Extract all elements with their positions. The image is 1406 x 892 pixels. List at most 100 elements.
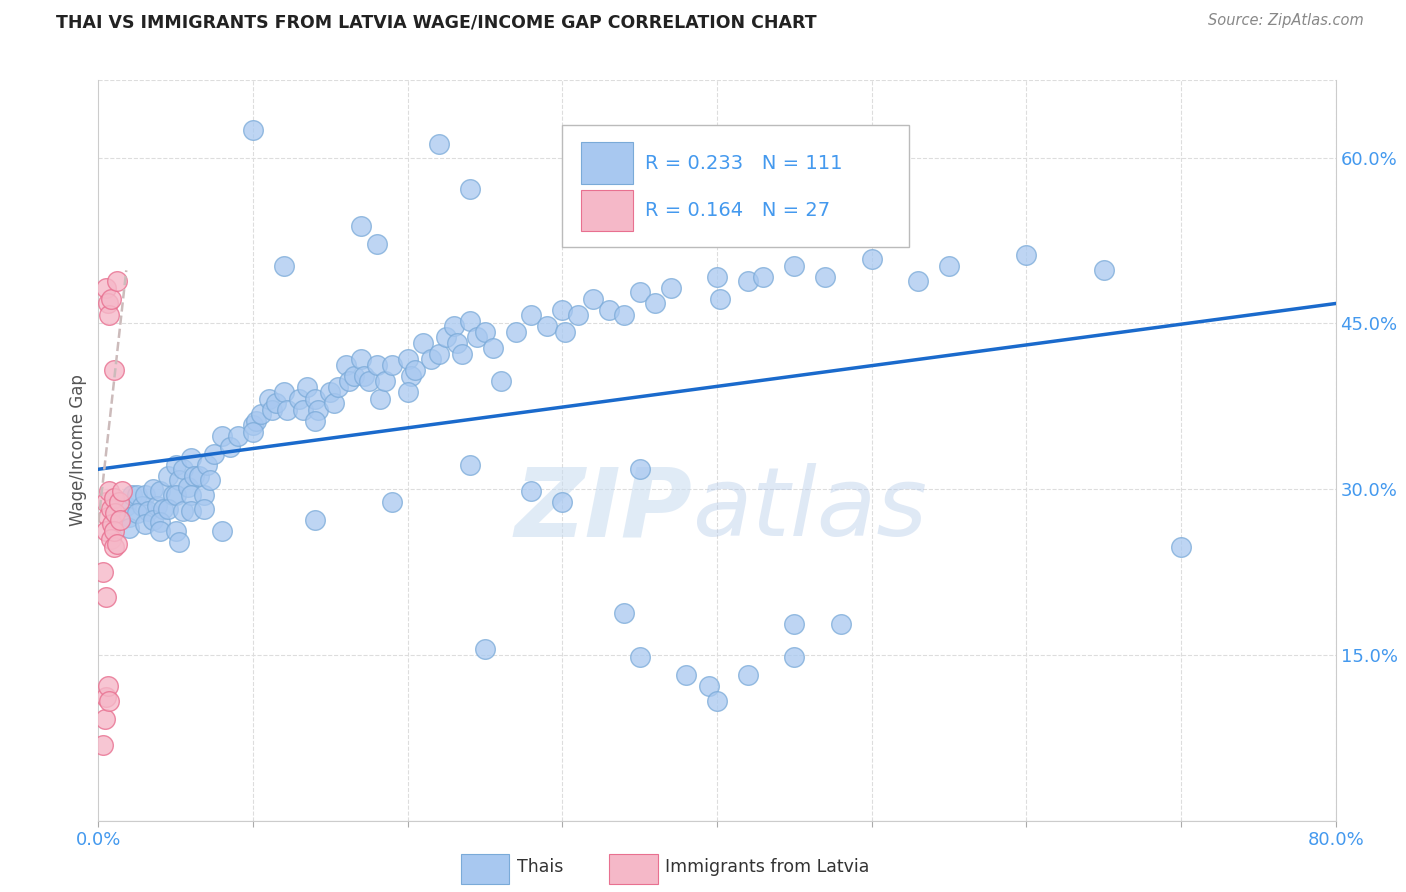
Point [783,259,806,273]
Point [96,524,118,538]
Point [860,252,883,267]
Point [245,414,267,428]
Point [91,565,114,579]
Point [381,359,404,373]
Point [195,458,218,472]
Point [450,347,472,361]
Point [481,341,505,355]
Point [167,535,190,549]
Point [276,402,298,417]
FancyBboxPatch shape [581,143,633,184]
Point [97,296,120,310]
Point [180,488,202,502]
Point [1015,248,1038,262]
Point [141,513,165,527]
Point [157,468,180,483]
Point [204,447,226,461]
Point [98,694,121,708]
Text: atlas: atlas [692,463,928,557]
Point [115,499,138,513]
Point [257,392,280,406]
Point [489,374,512,388]
Point [474,642,496,657]
Point [551,303,574,318]
Point [165,458,187,472]
Point [180,504,202,518]
Point [374,374,396,388]
Point [273,384,295,399]
Point [419,351,441,366]
Point [567,308,589,322]
Text: Source: ZipAtlas.com: Source: ZipAtlas.com [1208,13,1364,29]
Point [536,318,558,333]
Point [405,363,427,377]
Point [368,392,391,406]
Point [783,650,806,665]
Point [98,484,121,499]
Point [103,363,125,377]
Point [505,325,527,339]
Point [474,325,496,339]
Point [814,270,837,285]
Point [242,418,264,433]
Point [319,384,342,399]
Point [127,488,149,502]
Point [350,219,373,234]
Point [458,458,481,472]
Point [709,292,731,306]
Point [103,540,125,554]
Point [675,667,697,681]
Point [613,308,636,322]
Point [366,359,388,373]
Point [121,488,143,502]
Point [399,369,422,384]
Point [326,380,350,394]
Point [149,524,172,538]
Point [96,690,118,704]
Point [458,181,481,195]
Point [427,347,450,361]
Point [96,281,118,295]
Text: Thais: Thais [516,858,562,876]
Point [396,351,419,366]
Point [551,495,574,509]
Point [907,274,929,288]
Point [131,499,153,513]
Point [93,712,115,726]
Point [226,429,249,443]
Point [96,495,118,509]
Point [467,329,489,343]
Text: ZIP: ZIP [515,463,692,557]
Point [644,296,666,310]
Point [219,440,242,454]
Point [98,308,121,322]
Point [100,292,122,306]
Point [162,488,184,502]
Point [152,502,174,516]
Point [436,329,458,343]
Point [177,480,200,494]
Point [134,517,156,532]
FancyBboxPatch shape [609,854,658,884]
Point [172,504,194,518]
Text: R = 0.233   N = 111: R = 0.233 N = 111 [645,153,842,173]
Point [198,473,221,487]
FancyBboxPatch shape [581,190,633,231]
Point [157,502,180,516]
Point [307,402,329,417]
Point [752,270,775,285]
Text: R = 0.164   N = 27: R = 0.164 N = 27 [645,201,831,220]
Point [412,336,434,351]
Point [273,259,295,273]
Point [103,491,125,505]
Point [737,667,759,681]
Point [96,591,118,605]
Point [127,507,149,521]
Point [706,694,728,708]
Point [357,374,380,388]
Point [304,414,326,428]
Point [91,739,114,753]
Point [108,513,131,527]
Point [134,488,156,502]
Point [554,325,576,339]
